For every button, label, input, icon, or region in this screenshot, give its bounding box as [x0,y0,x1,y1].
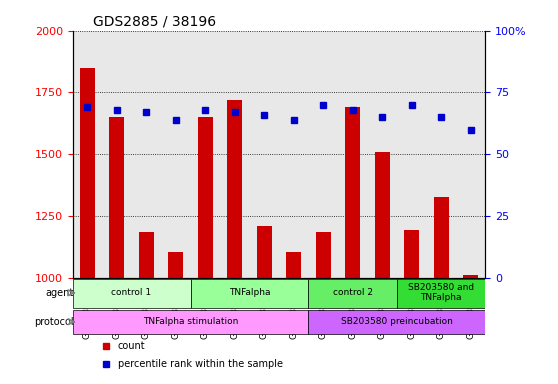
Bar [73,310,309,334]
Bar [80,68,95,278]
Bar [169,252,183,278]
Text: protocol: protocol [35,317,74,327]
Bar [73,279,190,308]
Text: count: count [118,341,146,351]
Bar [109,117,124,278]
Bar [228,100,242,278]
Bar [375,152,389,278]
Bar [190,279,309,308]
Bar [434,197,449,278]
Bar [316,232,330,278]
Text: agent: agent [46,288,74,298]
Bar [139,232,153,278]
Bar [345,107,360,278]
Text: SB203580 and
TNFalpha: SB203580 and TNFalpha [408,283,474,303]
Text: percentile rank within the sample: percentile rank within the sample [118,359,283,369]
Text: GDS2885 / 38196: GDS2885 / 38196 [93,14,217,28]
Bar [463,275,478,278]
Bar [397,279,485,308]
Bar [309,310,485,334]
Bar [405,230,419,278]
Bar [286,252,301,278]
Text: SB203580 preincubation: SB203580 preincubation [341,317,453,326]
Text: control 1: control 1 [112,288,152,297]
Bar [198,117,213,278]
Text: control 2: control 2 [333,288,373,297]
Bar [309,279,397,308]
Bar [257,226,272,278]
Text: TNFalpha stimulation: TNFalpha stimulation [143,317,238,326]
Text: TNFalpha: TNFalpha [229,288,270,297]
